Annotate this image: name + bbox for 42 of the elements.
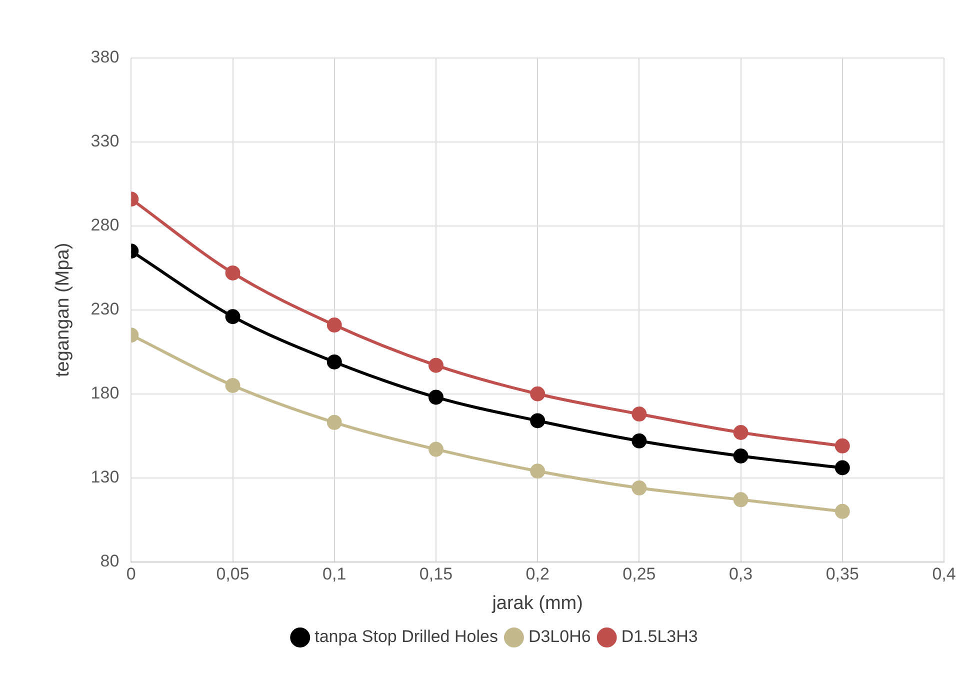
x-tick-label: 0,1 (322, 564, 346, 584)
y-tick-label: 330 (90, 132, 120, 151)
point (428, 442, 444, 457)
point (326, 354, 342, 370)
point (428, 358, 444, 373)
x-tick-label: 0,35 (826, 564, 859, 584)
point (530, 386, 546, 402)
legend-label: D1.5L3H3 (621, 627, 698, 646)
y-tick-label: 130 (90, 468, 120, 487)
y-tick-label: 280 (90, 216, 120, 235)
point (632, 406, 647, 422)
point (632, 480, 647, 496)
y-tick-label: 180 (90, 384, 120, 403)
point (834, 438, 850, 454)
y-tick-label: 380 (90, 48, 120, 67)
x-tick-label: 0,4 (932, 564, 956, 584)
point (632, 433, 647, 448)
y-tick-label: 80 (100, 551, 120, 570)
y-tick-label: 230 (90, 300, 120, 319)
x-tick-label: 0,3 (728, 564, 753, 584)
point (733, 492, 748, 508)
legend-label: tanpa Stop Drilled Holes (314, 627, 498, 646)
point (733, 448, 748, 464)
x-tick-label: 0,05 (216, 564, 250, 584)
point (834, 460, 850, 476)
point (326, 318, 342, 333)
point (225, 265, 240, 280)
x-tick-label: 0,25 (622, 564, 656, 584)
point (326, 414, 342, 430)
legend-label: D3L0H6 (528, 627, 591, 646)
x-tick-label: 0,2 (526, 564, 550, 584)
point (225, 309, 240, 324)
point (428, 390, 444, 405)
point (733, 424, 748, 440)
point (530, 413, 546, 428)
point (530, 464, 546, 479)
x-axis-title: jarak (mm) (491, 592, 583, 614)
point (834, 504, 850, 519)
point (225, 378, 240, 393)
x-tick-label: 0,15 (419, 564, 453, 584)
y-axis-title: tegangan (Mpa) (52, 242, 74, 377)
x-tick-label: 0 (126, 564, 136, 584)
